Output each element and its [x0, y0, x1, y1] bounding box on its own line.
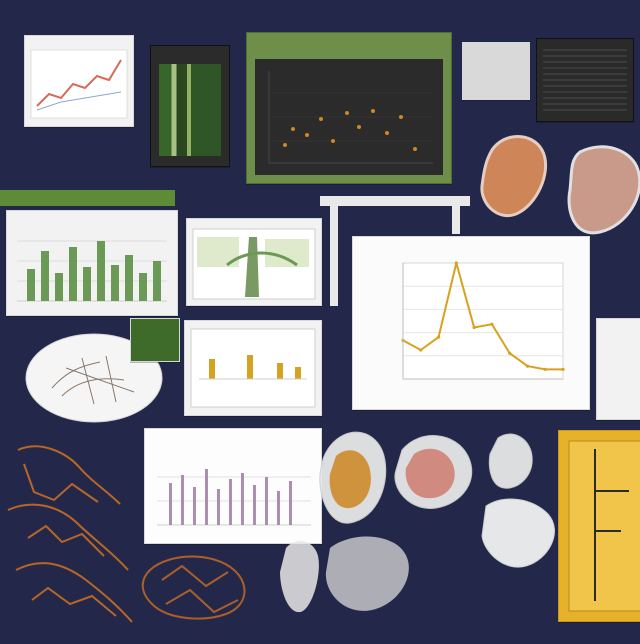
top-left-mini-line-chart: [30, 49, 128, 119]
top-left-panel: [24, 35, 134, 127]
left-bar-chart-svg: [17, 240, 167, 302]
data-point: [436, 335, 441, 339]
table-leg-right: [452, 206, 460, 234]
left-bar-chart: [6, 210, 178, 316]
mid-small-chart: [184, 320, 322, 416]
photo-texture: [159, 64, 221, 156]
table-top: [320, 196, 470, 206]
top-right-grey-panel: [462, 42, 530, 100]
data-point: [508, 351, 512, 355]
data-point: [543, 367, 547, 371]
left-green-strip: [0, 190, 175, 206]
center-top-dark-chart: [246, 32, 452, 184]
bottom-bar-chart: [144, 428, 322, 544]
orange-graph-svg: [7, 445, 133, 623]
series-line: [402, 262, 563, 371]
white-table-frame: [320, 196, 470, 308]
yellow-panel-svg: [568, 440, 640, 612]
scatter-plot: [268, 71, 433, 164]
data-point: [561, 367, 565, 371]
mid-panel-illustration: [186, 218, 322, 306]
table-leg-left: [330, 206, 338, 306]
big-line-chart: [401, 261, 565, 380]
bottom-right-yellow-panel: [558, 430, 640, 622]
mid-small-chart-svg: [190, 328, 316, 408]
small-green-thumb: [130, 318, 180, 362]
bottom-bar-chart-svg: [157, 469, 311, 526]
data-point: [490, 322, 494, 326]
center-top-dark-chart-inner: [255, 59, 443, 175]
data-point: [454, 261, 458, 265]
plot-area: [402, 262, 564, 380]
scatter-points: [283, 109, 417, 151]
top-mid-photo-panel: [150, 45, 230, 167]
dark-texture: [543, 49, 627, 111]
data-point: [472, 325, 476, 330]
left-round-illustration: [22, 328, 172, 426]
big-line-chart-panel: [352, 236, 590, 410]
data-point: [525, 364, 530, 368]
round-illustration-svg: [25, 333, 163, 423]
data-point: [419, 348, 423, 352]
top-right-dark-panel: [536, 38, 634, 122]
mid-panel-art: [192, 228, 316, 300]
right-edge-panel: [596, 318, 640, 420]
bottom-left-orange-graph: [0, 430, 140, 640]
